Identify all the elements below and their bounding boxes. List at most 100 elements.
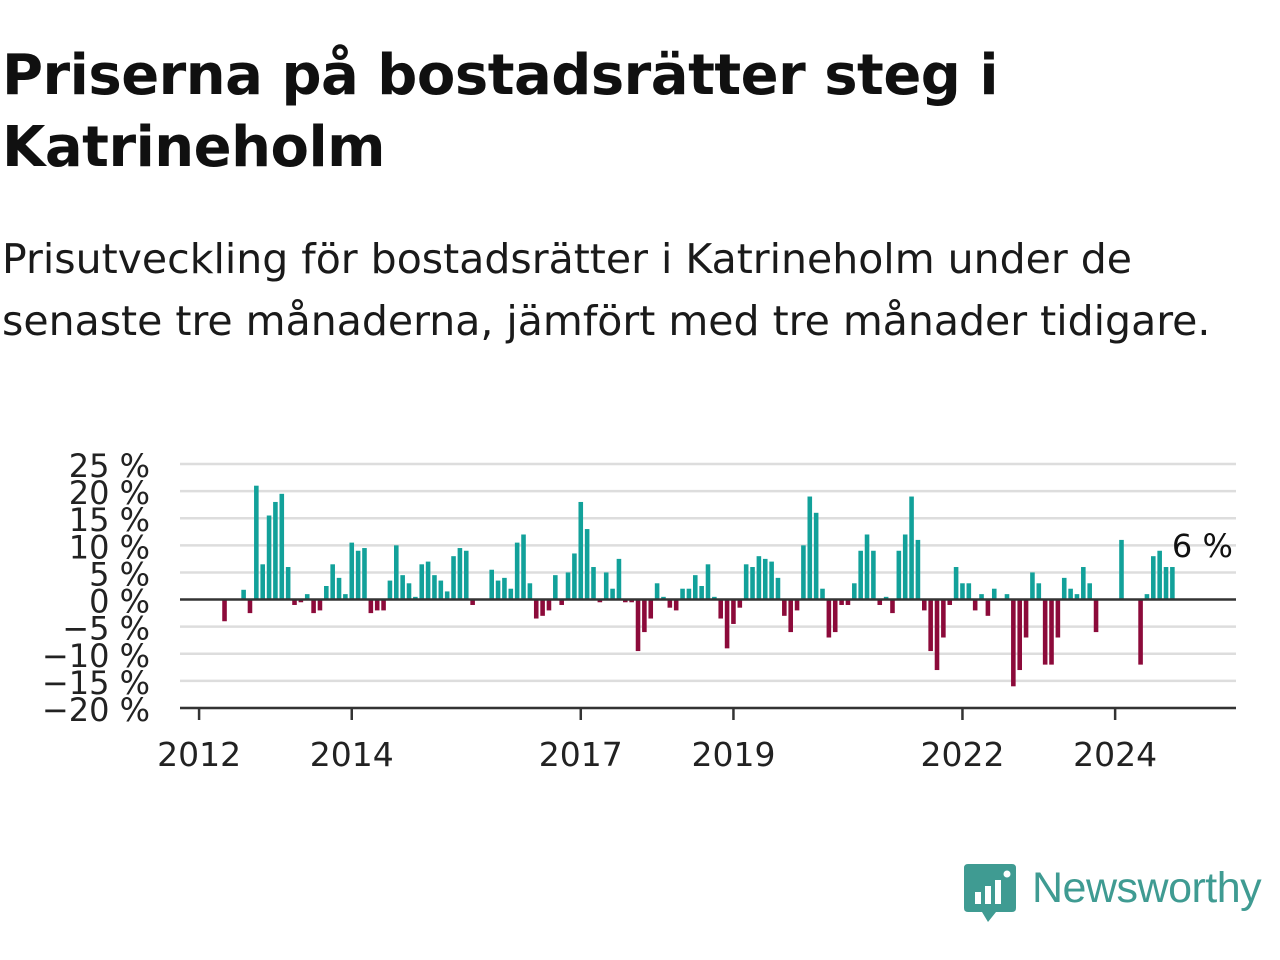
bar bbox=[241, 589, 246, 600]
bar bbox=[1119, 539, 1124, 600]
bar bbox=[1138, 599, 1143, 665]
bar bbox=[260, 564, 265, 600]
bar bbox=[489, 569, 495, 600]
bar bbox=[947, 599, 953, 605]
bar bbox=[896, 550, 902, 600]
bar bbox=[985, 599, 991, 616]
bar bbox=[737, 599, 743, 608]
bar bbox=[533, 599, 539, 619]
bar bbox=[387, 580, 393, 600]
y-tick-label: 10 % bbox=[69, 528, 150, 566]
bar bbox=[603, 572, 609, 600]
bar-chart: 25 %20 %15 %10 %5 %0 %−5 %−10 %−15 %−20 … bbox=[42, 447, 1236, 774]
bar bbox=[826, 599, 832, 638]
bar bbox=[1144, 594, 1150, 600]
bar bbox=[502, 577, 507, 600]
bar bbox=[928, 599, 933, 652]
bar bbox=[1093, 599, 1099, 633]
bar bbox=[712, 596, 717, 600]
bar bbox=[292, 599, 297, 605]
bar bbox=[921, 599, 927, 611]
bar bbox=[610, 588, 615, 600]
bar bbox=[839, 599, 844, 605]
bar bbox=[820, 588, 825, 600]
bar bbox=[362, 548, 367, 600]
bar bbox=[858, 550, 863, 600]
bar bbox=[845, 599, 851, 605]
bar bbox=[673, 599, 679, 611]
bar bbox=[381, 599, 386, 611]
bar bbox=[451, 556, 456, 600]
bar bbox=[247, 599, 253, 614]
bar bbox=[902, 534, 908, 600]
bar bbox=[330, 564, 335, 600]
bar bbox=[1017, 599, 1023, 671]
bar bbox=[775, 577, 781, 600]
bar bbox=[311, 599, 316, 614]
bar bbox=[508, 588, 514, 600]
bar bbox=[979, 594, 984, 600]
bar bbox=[972, 599, 978, 611]
y-tick-label: 0 % bbox=[89, 583, 150, 621]
bar bbox=[406, 583, 412, 600]
brand-name: Newsworthy bbox=[1032, 864, 1262, 912]
bar bbox=[266, 515, 272, 600]
bar bbox=[495, 580, 501, 600]
bar bbox=[1081, 567, 1086, 600]
bar bbox=[553, 575, 558, 600]
x-tick-label: 2014 bbox=[310, 735, 394, 774]
bar bbox=[572, 553, 577, 600]
bar bbox=[667, 599, 673, 608]
bar bbox=[298, 599, 304, 603]
bar bbox=[438, 580, 444, 600]
bar bbox=[762, 558, 768, 600]
bar bbox=[578, 501, 584, 600]
bar bbox=[1061, 577, 1067, 600]
bar bbox=[909, 496, 914, 600]
bar bbox=[279, 493, 285, 600]
bar bbox=[692, 575, 698, 600]
newsworthy-logo: Newsworthy bbox=[962, 862, 1278, 928]
bar bbox=[393, 545, 399, 600]
bar bbox=[890, 599, 895, 614]
bar bbox=[591, 567, 596, 600]
bar bbox=[304, 594, 310, 600]
bar bbox=[648, 599, 654, 619]
bar bbox=[317, 599, 323, 611]
bar bbox=[724, 599, 730, 649]
bar bbox=[432, 575, 437, 600]
bar bbox=[852, 583, 857, 600]
bar bbox=[642, 599, 647, 633]
bar bbox=[1030, 572, 1035, 600]
bar bbox=[616, 558, 622, 600]
bar bbox=[718, 599, 724, 619]
x-tick-label: 2019 bbox=[691, 735, 775, 774]
bar bbox=[343, 594, 348, 600]
bar bbox=[756, 556, 762, 600]
chart-title: Priserna på bostadsrätter steg i Katrine… bbox=[2, 43, 999, 180]
bar bbox=[941, 599, 946, 638]
bar bbox=[222, 599, 227, 622]
x-tick-label: 2012 bbox=[157, 735, 241, 774]
y-tick-label: 20 % bbox=[69, 474, 150, 512]
bar bbox=[1011, 599, 1016, 687]
bar bbox=[1170, 567, 1175, 600]
bar bbox=[623, 599, 628, 603]
value-annotation: 6 % bbox=[1172, 527, 1233, 565]
bar bbox=[1049, 599, 1054, 665]
bar bbox=[413, 596, 418, 600]
bar bbox=[699, 586, 704, 600]
bar bbox=[680, 588, 685, 600]
axes: 25 %20 %15 %10 %5 %0 %−5 %−10 %−15 %−20 … bbox=[42, 447, 1236, 774]
y-tick-label: −20 % bbox=[42, 691, 150, 729]
bar bbox=[832, 599, 838, 633]
bar bbox=[915, 539, 921, 600]
bar bbox=[705, 564, 711, 600]
bar bbox=[629, 599, 634, 603]
bar bbox=[1004, 594, 1010, 600]
bar bbox=[273, 501, 278, 600]
y-tick-label: −10 % bbox=[42, 637, 150, 675]
bar bbox=[546, 599, 552, 611]
bar bbox=[883, 596, 889, 600]
bar bbox=[1068, 588, 1073, 600]
